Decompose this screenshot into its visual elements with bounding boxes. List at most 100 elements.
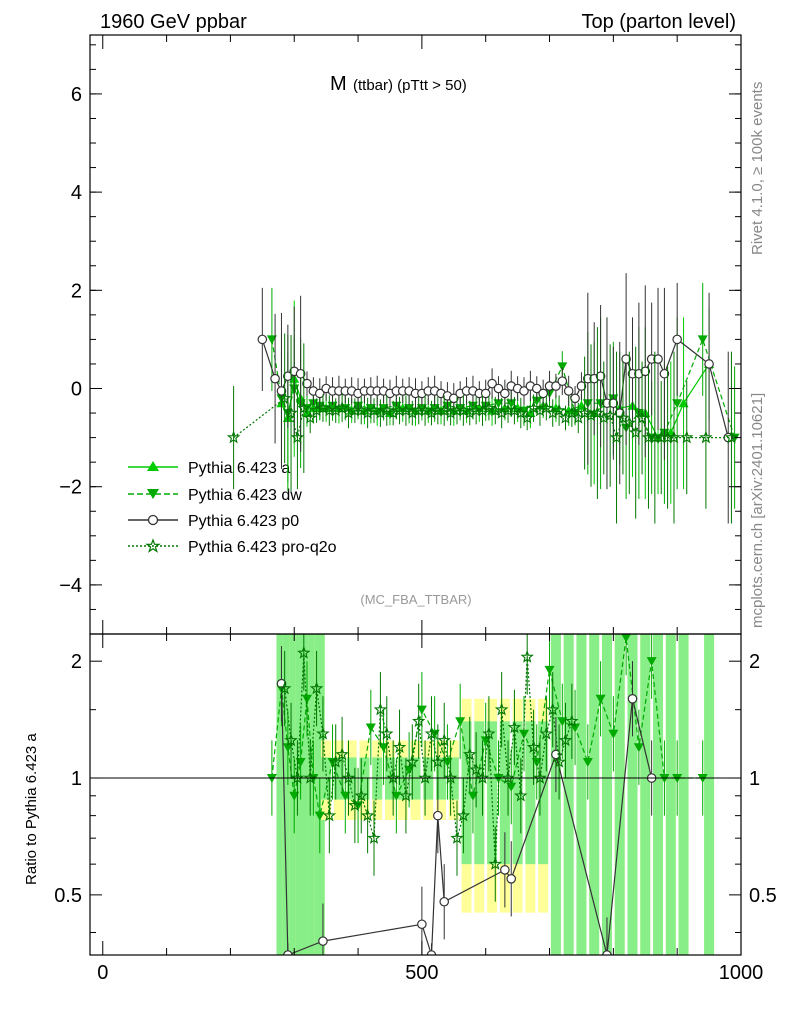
ratio-data-point bbox=[329, 754, 343, 768]
ratio-data-point bbox=[455, 717, 466, 727]
data-point bbox=[316, 400, 330, 414]
data-point bbox=[577, 406, 592, 419]
ratio-data-point bbox=[290, 770, 305, 784]
ratio-data-point bbox=[392, 740, 407, 753]
ratio-data-point bbox=[565, 714, 579, 728]
ratio-data-point bbox=[289, 791, 300, 801]
ratio-band-inner bbox=[282, 634, 293, 955]
ratio-data-point bbox=[494, 702, 509, 716]
ratio-data-point bbox=[417, 919, 427, 930]
ratio-data-point bbox=[488, 856, 502, 870]
data-point bbox=[576, 381, 587, 391]
data-point bbox=[493, 383, 504, 394]
ratio-data-point bbox=[297, 645, 311, 659]
ratio-band-inner bbox=[461, 721, 472, 865]
data-point bbox=[283, 371, 293, 382]
data-point bbox=[397, 403, 408, 413]
legend-label-a: Pythia 6.423 a bbox=[188, 460, 290, 477]
series-line bbox=[271, 337, 736, 439]
ratio-data-point bbox=[284, 733, 298, 747]
ratio-data-point bbox=[533, 770, 547, 784]
ratio-data-point bbox=[551, 749, 561, 760]
data-point bbox=[531, 396, 542, 406]
data-point bbox=[697, 335, 708, 345]
data-point bbox=[520, 410, 534, 424]
ratio-data-point bbox=[302, 694, 312, 704]
main-plot bbox=[226, 273, 740, 524]
ratio-data-point bbox=[373, 702, 388, 716]
ratio-data-point bbox=[501, 770, 515, 784]
data-point bbox=[595, 371, 606, 382]
ratio-data-point bbox=[608, 729, 619, 739]
mcplots-label: mcplots.cern.ch [arXiv:2401.10621] bbox=[749, 393, 766, 628]
data-point bbox=[629, 425, 643, 439]
data-point bbox=[531, 383, 542, 394]
data-point bbox=[565, 406, 579, 419]
series-3 bbox=[226, 327, 739, 524]
ratio-data-point bbox=[506, 782, 517, 792]
data-point bbox=[609, 430, 624, 444]
ratio-y-tick-label-left: 1 bbox=[71, 768, 82, 790]
ratio-band-inner bbox=[576, 634, 587, 955]
data-point bbox=[327, 401, 338, 411]
data-point bbox=[487, 378, 497, 389]
ratio-band-inner bbox=[601, 634, 612, 955]
data-point bbox=[563, 405, 574, 415]
ratio-y-tick-label-left: 2 bbox=[71, 651, 82, 673]
ratio-data-point bbox=[456, 808, 471, 822]
data-point bbox=[506, 399, 517, 409]
ratio-data-point bbox=[322, 808, 337, 822]
legend-label-dw: Pythia 6.423 dw bbox=[188, 487, 302, 504]
ratio-data-point bbox=[539, 726, 554, 740]
ratio-band-inner bbox=[678, 634, 689, 955]
main-title-sub: (ttbar) (pTtt > 50) bbox=[353, 77, 467, 94]
data-point bbox=[493, 399, 504, 409]
data-point bbox=[724, 430, 739, 444]
ratio-data-point bbox=[378, 743, 389, 753]
data-point bbox=[622, 415, 636, 429]
main-y-tick-label: 0 bbox=[71, 379, 82, 401]
data-point bbox=[538, 388, 548, 399]
data-point bbox=[295, 368, 306, 379]
data-point bbox=[514, 406, 528, 419]
data-point bbox=[519, 386, 529, 396]
data-point bbox=[467, 401, 478, 411]
ratio-data-point bbox=[316, 726, 330, 740]
ratio-data-point bbox=[519, 729, 529, 739]
legend-marker-triangle-down bbox=[147, 489, 159, 499]
ratio-data-point bbox=[303, 770, 317, 784]
data-point bbox=[399, 403, 413, 417]
data-point bbox=[437, 403, 452, 417]
data-point bbox=[270, 373, 280, 384]
ratio-data-point bbox=[480, 736, 491, 746]
ratio-band-inner bbox=[538, 721, 549, 865]
ratio-band-inner bbox=[550, 634, 561, 955]
data-point bbox=[672, 399, 683, 409]
legend-label-p0: Pythia 6.423 p0 bbox=[188, 513, 299, 530]
legend: Pythia 6.423 a Pythia 6.423 dw Pythia 6.… bbox=[128, 460, 337, 556]
data-point bbox=[500, 388, 510, 399]
ratio-data-point bbox=[341, 770, 356, 784]
ratio-data-point bbox=[443, 770, 458, 784]
ratio-band-inner bbox=[653, 634, 664, 955]
ratio-data-point bbox=[595, 694, 606, 704]
ratio-frame bbox=[89, 633, 742, 956]
legend-entry-dw: Pythia 6.423 dw bbox=[128, 487, 302, 504]
ratio-data-point bbox=[282, 743, 293, 753]
data-point bbox=[699, 430, 713, 444]
axes: −4 −2 0 2 4 6 0 500 1000 0.5 0.5 1 1 2 2 bbox=[54, 34, 777, 984]
ratio-data-point bbox=[507, 720, 522, 734]
legend-marker-star bbox=[145, 538, 161, 553]
legend-marker-triangle-up bbox=[147, 461, 159, 471]
data-point bbox=[616, 410, 630, 424]
ratio-data-point bbox=[633, 743, 644, 753]
data-point bbox=[354, 403, 369, 417]
ratio-data-point bbox=[439, 896, 450, 907]
ratio-data-point bbox=[365, 723, 376, 733]
ratio-data-point bbox=[386, 770, 400, 784]
legend-label-pro-q2o: Pythia 6.423 pro-q2o bbox=[188, 539, 337, 556]
data-point bbox=[314, 388, 325, 399]
data-point bbox=[608, 398, 619, 409]
ratio-data-point bbox=[360, 808, 375, 822]
